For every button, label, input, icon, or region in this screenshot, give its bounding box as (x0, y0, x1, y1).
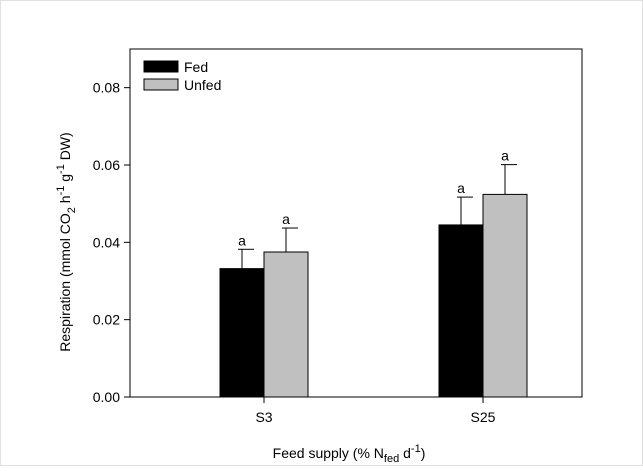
significance-labels-group: a a a a (238, 148, 509, 249)
y-tick-label: 0.06 (93, 157, 120, 173)
plot-area-frame (129, 48, 583, 398)
x-axis-label-superscript: -1 (411, 443, 421, 455)
y-tick-label: 0.00 (93, 389, 120, 405)
y-axis-label-end: DW) (57, 132, 73, 164)
bar-unfed-s25 (482, 193, 528, 398)
legend-label-fed: Fed (184, 59, 208, 75)
y-axis-label: Respiration (mmol CO2 h-1 g-1 DW) (55, 132, 78, 351)
legend-label-unfed: Unfed (184, 77, 221, 93)
y-axis: 0.00 0.02 0.04 0.06 0.08 (93, 80, 130, 405)
bar-fed-s3 (219, 268, 265, 398)
y-axis-label-unit-h: h (57, 195, 73, 207)
bar-fed-s25 (438, 224, 484, 398)
legend: Fed Unfed (143, 59, 221, 93)
x-axis: S3 S25 (255, 397, 496, 425)
significance-label: a (238, 232, 246, 248)
x-tick-label: S3 (255, 409, 272, 425)
y-tick-label: 0.02 (93, 312, 120, 328)
error-bars-group (238, 164, 517, 269)
bars-group (219, 193, 528, 398)
y-axis-label-superscript-2: -1 (55, 164, 67, 174)
significance-label: a (282, 211, 290, 227)
significance-label: a (457, 180, 465, 196)
x-axis-label-unit: d (399, 445, 411, 461)
significance-label: a (501, 148, 509, 164)
bar-unfed-s3 (263, 251, 309, 398)
x-axis-label-main: Feed supply (% N (273, 445, 384, 461)
legend-swatch-fed (143, 60, 179, 73)
legend-swatch-unfed (143, 78, 179, 91)
y-tick-label: 0.04 (93, 234, 120, 250)
x-axis-label: Feed supply (% Nfed d-1) (273, 443, 426, 465)
y-axis-label-main: Respiration (mmol CO (57, 213, 73, 352)
x-tick-label: S25 (471, 409, 496, 425)
x-axis-label-subscript: fed (384, 453, 399, 465)
y-axis-label-superscript-1: -1 (55, 186, 67, 196)
x-axis-label-end: ) (421, 445, 426, 461)
y-tick-label: 0.08 (93, 80, 120, 96)
y-axis-label-subscript: 2 (66, 207, 78, 213)
y-axis-label-unit-g: g (57, 174, 73, 186)
